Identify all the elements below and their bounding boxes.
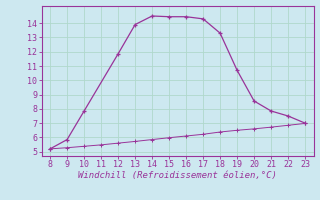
X-axis label: Windchill (Refroidissement éolien,°C): Windchill (Refroidissement éolien,°C) bbox=[78, 171, 277, 180]
